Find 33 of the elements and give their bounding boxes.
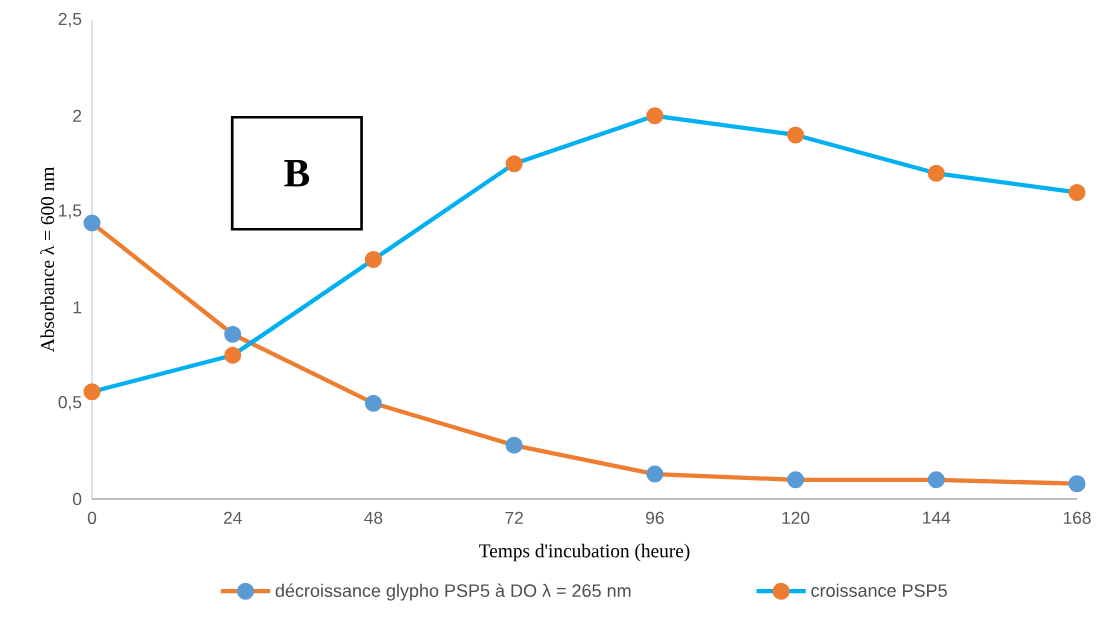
- point: [364, 250, 382, 269]
- x-tick-label: 96: [646, 511, 664, 524]
- point: [927, 471, 945, 489]
- y-tick-label: 1: [73, 301, 82, 314]
- x-tick-label: 72: [505, 511, 523, 524]
- point: [505, 155, 523, 173]
- y-tick-label: 1,5: [59, 204, 82, 219]
- point: [364, 394, 382, 412]
- point: [927, 164, 945, 182]
- legend-label: croissance PSP5: [811, 583, 947, 597]
- x-axis-title: Temps d'incubation (heure): [479, 543, 690, 562]
- point: [83, 214, 101, 232]
- x-tick-label: 48: [364, 511, 383, 524]
- y-tick-label: 2,5: [58, 12, 82, 28]
- point: [646, 107, 664, 125]
- annotation: B: [284, 160, 310, 187]
- point: [224, 346, 242, 364]
- point: [787, 471, 805, 489]
- point: [224, 325, 242, 343]
- point: [83, 383, 101, 401]
- point: [646, 465, 664, 483]
- y-tick-label: 2: [73, 109, 82, 122]
- y-tick-label: 0,5: [58, 396, 82, 411]
- point: [787, 126, 805, 144]
- x-tick-label: 0: [87, 511, 97, 524]
- x-tick-label: 144: [923, 511, 951, 524]
- x-tick-label: 168: [1063, 511, 1091, 524]
- point: [505, 436, 523, 454]
- x-tick-label: 120: [782, 511, 810, 524]
- y-axis-title: Absorbance λ = 600 nm: [40, 166, 55, 353]
- y-tick-label: 0: [72, 492, 82, 506]
- legend-label: décroissance glypho PSP5 à DO λ = 265 nm: [275, 583, 631, 601]
- x-tick-label: 24: [223, 511, 242, 524]
